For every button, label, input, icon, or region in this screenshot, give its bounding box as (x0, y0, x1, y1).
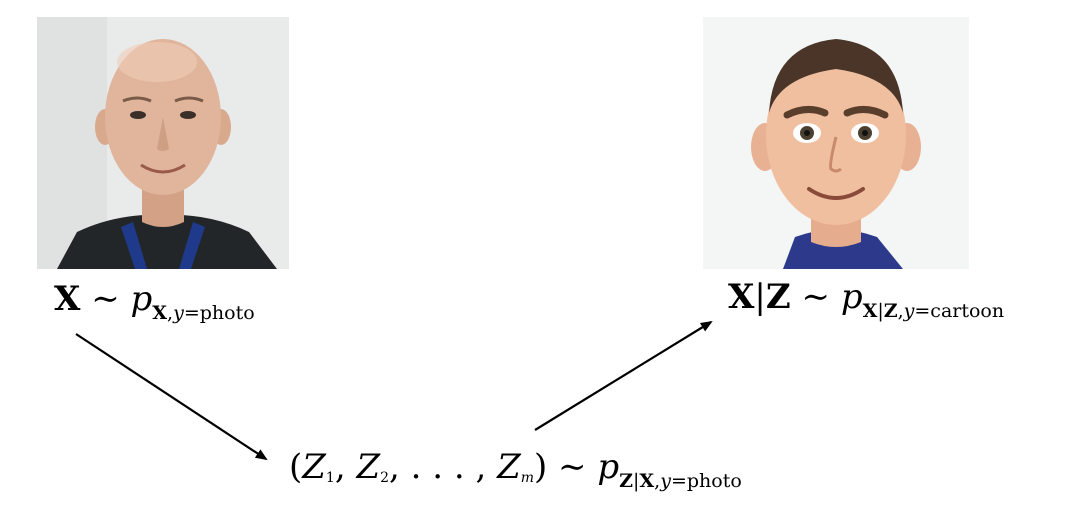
latent-formula: (Z1, Z2, . . . , Zm) ∼ pZ|X,y=photo (289, 447, 742, 492)
latent-subscript: Z|X,y=photo (619, 470, 742, 492)
source-variable: X (54, 279, 81, 319)
arrow-photo-to-latent (75, 333, 268, 461)
person-photo-illustration (37, 17, 289, 269)
target-formula: X|Z ∼ pX|Z,y=cartoon (728, 277, 1005, 322)
target-subscript: X|Z,y=cartoon (862, 300, 1005, 322)
target-cartoon (703, 17, 969, 269)
density-symbol: p (597, 447, 620, 487)
arrow-latent-to-cartoon (534, 320, 713, 431)
target-variable: X (728, 277, 755, 317)
source-photo (37, 17, 289, 269)
density-symbol: p (840, 277, 863, 317)
tilde-symbol: ∼ (91, 279, 120, 319)
source-formula: X ∼ pX,y=photo (54, 279, 255, 323)
tilde-symbol: ∼ (558, 447, 587, 487)
cartoon-illustration (703, 17, 969, 269)
density-symbol: p (130, 279, 153, 319)
tilde-symbol: ∼ (801, 277, 831, 317)
source-subscript: X,y=photo (152, 302, 255, 324)
